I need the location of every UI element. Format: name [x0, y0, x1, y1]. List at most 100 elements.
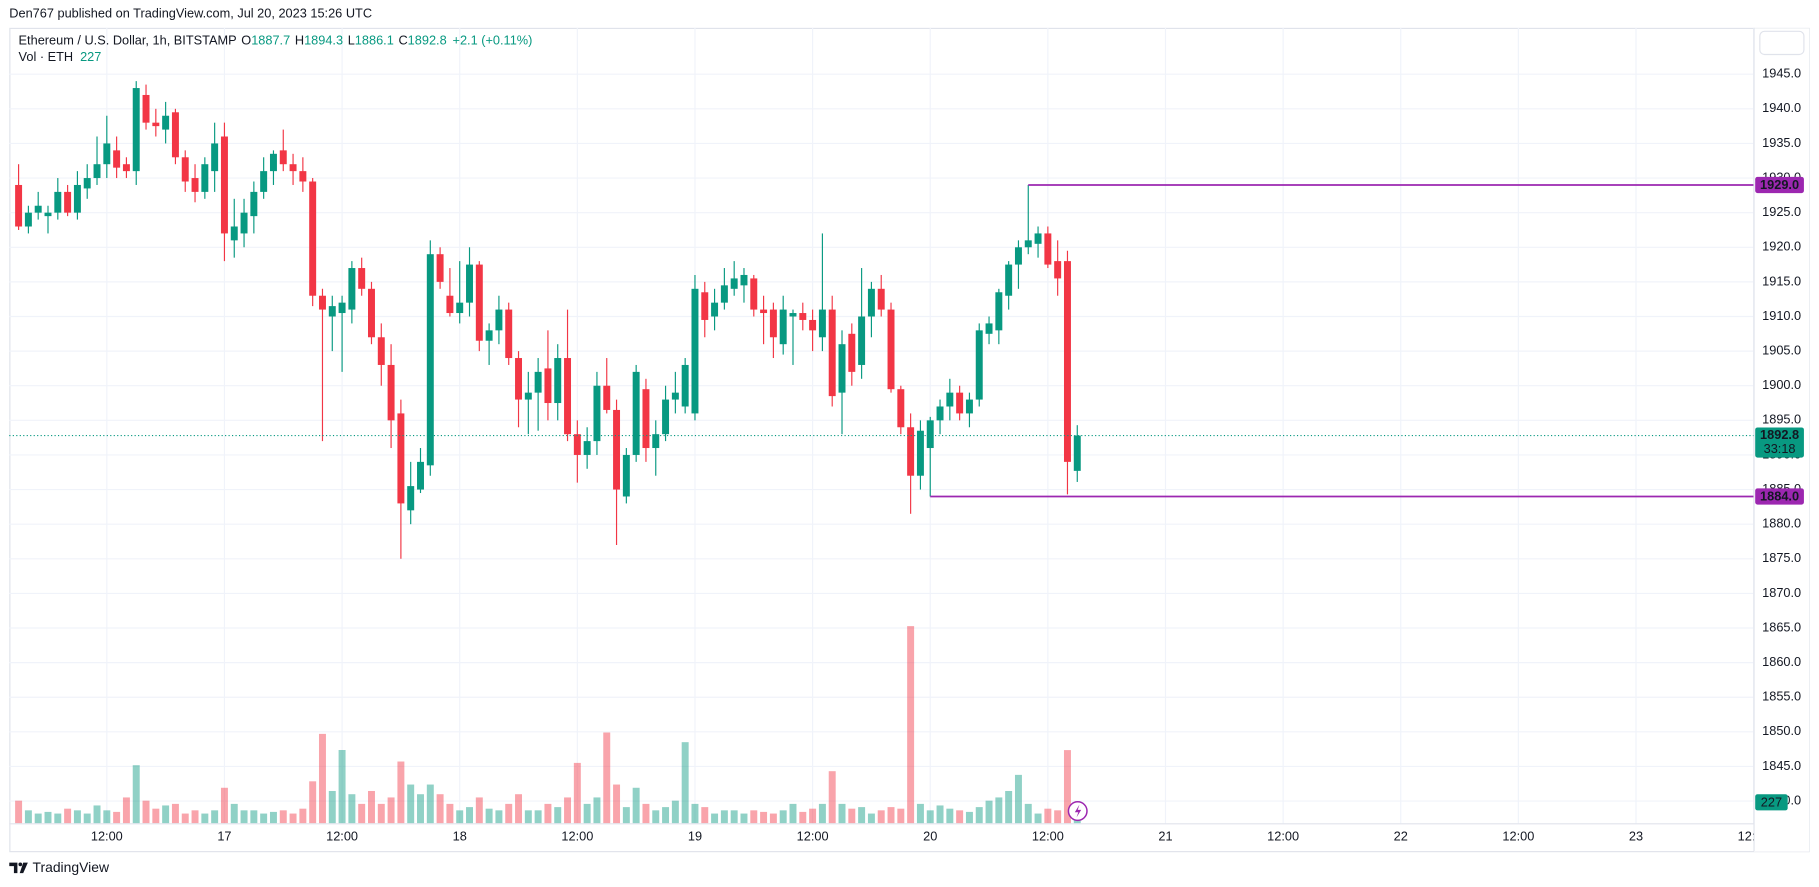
- volume-bar: [642, 803, 650, 824]
- volume-bar: [818, 803, 826, 824]
- candle-body: [789, 313, 797, 317]
- candle-body: [1063, 261, 1071, 462]
- candle-body: [456, 302, 464, 314]
- volume-bar: [230, 803, 238, 824]
- candle-body: [779, 309, 787, 345]
- volume-bar: [858, 807, 866, 824]
- volume-bar: [211, 810, 219, 824]
- candle-body: [466, 264, 473, 303]
- x-tick-label: 12:00: [561, 829, 593, 844]
- candle-body: [681, 364, 689, 407]
- candle-body: [495, 309, 503, 331]
- candle-body: [760, 309, 768, 314]
- volume-bar: [926, 810, 934, 824]
- volume-bar: [318, 733, 326, 824]
- volume-bar: [456, 810, 464, 824]
- candle-body: [877, 288, 885, 310]
- candle-body: [230, 226, 238, 241]
- volume-bar: [750, 810, 758, 824]
- candle-body: [809, 319, 817, 331]
- candle-body: [446, 295, 454, 314]
- volume-bar: [701, 807, 709, 824]
- legend: Ethereum / U.S. Dollar, 1h, BITSTAMP O188…: [19, 33, 533, 48]
- candle-body: [505, 309, 513, 359]
- last-price-bg: [1755, 427, 1804, 458]
- candle-body: [387, 364, 395, 421]
- volume-bar: [534, 810, 542, 824]
- volume-pane: [15, 626, 1081, 824]
- candle-body: [769, 309, 777, 338]
- candle-body: [799, 313, 807, 320]
- candle-body: [103, 143, 111, 165]
- candle-body: [867, 288, 875, 317]
- candle-body: [279, 150, 287, 165]
- candle-body: [750, 278, 758, 310]
- volume-bar: [524, 810, 532, 824]
- volume-bar: [34, 813, 42, 824]
- volume-bar: [122, 797, 130, 824]
- y-tick-label: 1880.0: [1762, 516, 1801, 531]
- candle-body: [240, 212, 248, 234]
- y-tick-label: 1945.0: [1762, 66, 1801, 81]
- volume-bar: [877, 810, 885, 824]
- volume-label-bg: [1755, 794, 1788, 811]
- volume-bar: [328, 790, 336, 824]
- volume-bar: [220, 787, 228, 824]
- candle-body: [622, 454, 630, 497]
- volume-bar: [466, 807, 473, 824]
- volume-bar: [789, 803, 797, 824]
- candle-body: [299, 171, 307, 182]
- volume-title: Vol · ETH: [19, 49, 74, 64]
- candle-body: [1014, 247, 1022, 265]
- volume-bar: [269, 811, 277, 824]
- candle-body: [985, 323, 993, 334]
- candle-body: [122, 164, 130, 172]
- volume-bar: [995, 797, 1003, 824]
- candle-body: [1073, 435, 1081, 471]
- volume-bar: [446, 803, 454, 824]
- volume-bar: [671, 800, 679, 824]
- x-tick-label: 12:00: [1032, 829, 1064, 844]
- volume-label: 227: [1761, 794, 1782, 809]
- x-tick-label: 21: [1158, 829, 1172, 844]
- settings-button[interactable]: [1759, 30, 1805, 56]
- candle-body: [1034, 233, 1042, 244]
- volume-bar: [593, 797, 601, 824]
- volume-bar: [417, 794, 424, 824]
- volume-bar: [573, 762, 581, 824]
- candle-body: [858, 316, 866, 365]
- x-tick-label: 12:00: [326, 829, 358, 844]
- candle-body: [907, 427, 915, 476]
- candle-body: [956, 392, 964, 414]
- volume-bar: [368, 790, 375, 824]
- candle-body: [632, 371, 640, 455]
- l-value: 1886.1: [355, 33, 394, 48]
- levels: [9, 184, 1755, 498]
- volume-bar: [564, 797, 572, 824]
- candle-body: [289, 164, 297, 172]
- candle-body: [191, 178, 199, 192]
- candle-body: [1005, 264, 1013, 296]
- x-tick-label: 19: [688, 829, 702, 844]
- volume-bar: [975, 807, 983, 824]
- x-tick-label: 17: [217, 829, 231, 844]
- volume-bar: [965, 811, 973, 824]
- candle-body: [201, 164, 209, 192]
- replay-icon[interactable]: [1067, 801, 1088, 822]
- candle-body: [701, 292, 709, 320]
- volume-bar: [691, 803, 699, 824]
- volume-bar: [93, 805, 101, 824]
- candle-body: [711, 302, 719, 317]
- candle-body: [44, 212, 52, 217]
- candle-body: [848, 333, 856, 372]
- volume-bar: [240, 810, 248, 824]
- candle-body: [1024, 240, 1032, 248]
- volume-bar: [485, 808, 493, 824]
- volume-bar: [1044, 808, 1052, 824]
- volume-bar: [289, 813, 297, 824]
- candle-body: [838, 344, 846, 393]
- candle-body: [544, 368, 552, 404]
- candle-body: [309, 181, 317, 296]
- volume-bar: [632, 787, 640, 824]
